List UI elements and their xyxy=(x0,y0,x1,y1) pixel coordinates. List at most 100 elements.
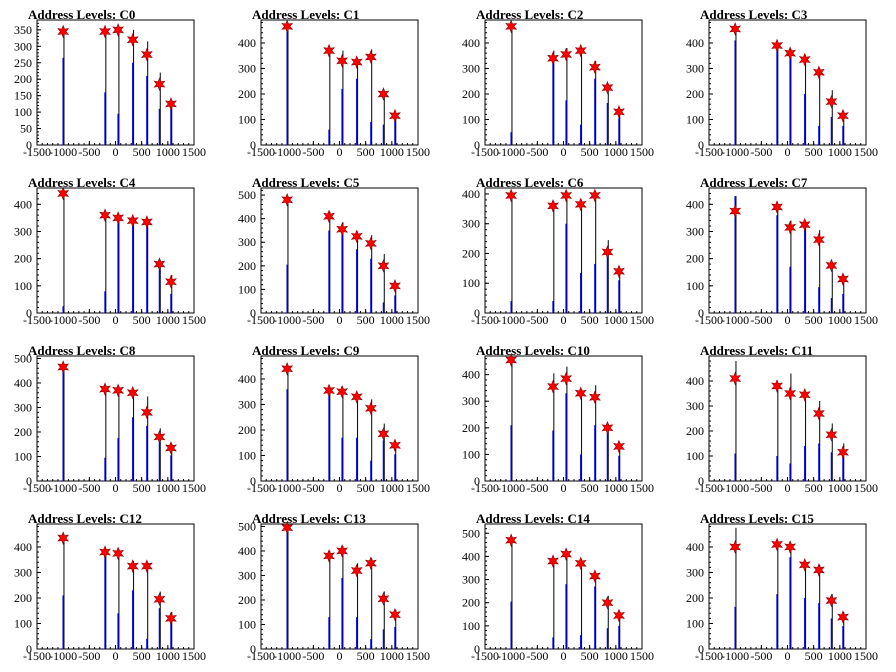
chart-svg: Address Levels: C11 0 100 200 300 400 -1500-10… xyxy=(686,343,878,495)
level-marker xyxy=(389,607,401,622)
y-tick-label: 100 xyxy=(14,616,32,630)
y-tick-label: 200 xyxy=(14,591,32,605)
level-marker xyxy=(812,563,825,577)
level-marker xyxy=(57,360,70,374)
level-marker xyxy=(588,60,601,75)
y-tick-label: 400 xyxy=(462,549,480,563)
x-tick-label: 0 xyxy=(785,481,791,495)
chart-title: Address Levels: C6 xyxy=(476,175,584,190)
level-marker xyxy=(505,533,518,548)
level-marker xyxy=(825,94,838,109)
x-tick-label: -1000 xyxy=(497,313,525,327)
y-tick-label: 0 xyxy=(698,138,704,152)
chart-panel: Address Levels: C12 0 100 200 300 400 -1500 -10… xyxy=(0,504,224,672)
chart-title: Address Levels: C8 xyxy=(28,343,136,358)
x-tick-label: 1500 xyxy=(182,481,206,495)
level-marker xyxy=(547,51,559,66)
x-tick-label: 500 xyxy=(133,145,151,159)
x-tick-label: 0 xyxy=(337,145,343,159)
x-tick-label: 0 xyxy=(561,649,567,663)
level-marker xyxy=(613,608,625,623)
level-marker xyxy=(784,220,797,235)
x-tick-label: -500 xyxy=(78,313,100,327)
level-marker xyxy=(364,236,377,251)
chart-svg: Address Levels: C2 0 100 200 300 400 -1500-100… xyxy=(462,7,654,159)
x-tick-label: -1000 xyxy=(49,481,77,495)
y-tick-label: 500 xyxy=(14,351,32,365)
chart-svg: Address Levels: C4 0 100 200 300 400 -1500-100… xyxy=(14,175,206,327)
x-tick-label: 1000 xyxy=(380,481,404,495)
level-marker xyxy=(126,32,139,47)
x-tick-label: 1500 xyxy=(182,145,206,159)
level-marker xyxy=(771,200,783,214)
y-tick-label: 100 xyxy=(238,282,256,296)
x-tick-label: 500 xyxy=(581,481,599,495)
x-tick-label: 1500 xyxy=(630,481,654,495)
chart-panel: Address Levels: C13 0 100 200 300 400 500 -1500… xyxy=(224,504,448,672)
x-tick-label: -1500 xyxy=(23,649,51,663)
x-tick-label: 1500 xyxy=(630,145,654,159)
level-marker xyxy=(574,43,587,58)
y-tick-label: 400 xyxy=(14,376,32,390)
x-tick-label: -1500 xyxy=(695,145,723,159)
level-marker xyxy=(825,427,838,442)
x-tick-label: 1500 xyxy=(854,313,878,327)
x-tick-label: 0 xyxy=(785,649,791,663)
level-marker xyxy=(574,386,587,401)
level-marker xyxy=(505,188,518,203)
x-tick-label: 500 xyxy=(357,145,375,159)
x-tick-label: -500 xyxy=(302,313,324,327)
x-tick-label: -500 xyxy=(526,145,548,159)
x-tick-label: -1500 xyxy=(695,481,723,495)
y-tick-label: 100 xyxy=(238,617,256,631)
x-tick-label: 500 xyxy=(133,313,151,327)
y-tick-label: 200 xyxy=(462,596,480,610)
y-tick-label: 0 xyxy=(26,138,32,152)
y-tick-label: 100 xyxy=(462,276,480,290)
level-marker xyxy=(812,65,825,80)
chart-title: Address Levels: C9 xyxy=(252,343,360,358)
y-tick-label: 300 xyxy=(462,394,480,408)
x-tick-label: 1500 xyxy=(406,313,430,327)
y-tick-label: 100 xyxy=(238,448,256,462)
level-marker xyxy=(560,47,573,62)
chart-svg: Address Levels: C12 0 100 200 300 400 -1500-10… xyxy=(14,511,206,663)
chart-panel: Address Levels: C11 0 100 200 300 400 -1500 -10… xyxy=(672,336,896,504)
x-tick-label: 500 xyxy=(581,649,599,663)
level-marker xyxy=(165,441,177,455)
x-tick-label: 0 xyxy=(113,481,119,495)
y-tick-label: 0 xyxy=(698,642,704,656)
chart-panel: Address Levels: C15 0 100 200 300 400 -1500 -10… xyxy=(672,504,896,672)
x-tick-label: 1000 xyxy=(604,649,628,663)
level-marker xyxy=(588,569,601,583)
chart-panel: Address Levels: C2 0 100 200 300 400 -1500 -100… xyxy=(448,0,672,168)
level-marker xyxy=(350,389,363,404)
x-tick-label: -1000 xyxy=(273,313,301,327)
x-tick-label: -1000 xyxy=(273,481,301,495)
chart-title: Address Levels: C0 xyxy=(28,7,135,22)
chart-svg: Address Levels: C14 0 100 200 300 400 500 -1500… xyxy=(462,511,654,663)
x-tick-label: 500 xyxy=(357,481,375,495)
y-tick-label: 300 xyxy=(462,217,480,231)
x-tick-label: 0 xyxy=(785,145,791,159)
level-marker xyxy=(323,549,335,563)
level-marker xyxy=(812,232,825,247)
level-marker xyxy=(99,545,111,559)
chart-svg: Address Levels: C3 0 100 200 300 400 -1500-100… xyxy=(686,7,878,159)
x-tick-label: 1500 xyxy=(406,649,430,663)
x-tick-label: -1000 xyxy=(497,481,525,495)
level-marker xyxy=(377,87,390,101)
chart-title: Address Levels: C2 xyxy=(476,7,583,22)
y-tick-label: 100 xyxy=(14,105,32,119)
level-marker xyxy=(112,546,125,561)
chart-svg: Address Levels: C10 0 100 200 300 400 -1500-10… xyxy=(462,343,654,495)
x-tick-label: -500 xyxy=(78,145,100,159)
x-tick-label: 500 xyxy=(805,649,823,663)
level-marker xyxy=(323,43,335,58)
y-tick-label: 300 xyxy=(14,39,32,53)
x-tick-label: 1000 xyxy=(604,481,628,495)
x-tick-label: -1000 xyxy=(721,313,749,327)
x-tick-label: -1000 xyxy=(49,649,77,663)
level-marker xyxy=(547,554,559,568)
level-marker xyxy=(784,46,797,60)
